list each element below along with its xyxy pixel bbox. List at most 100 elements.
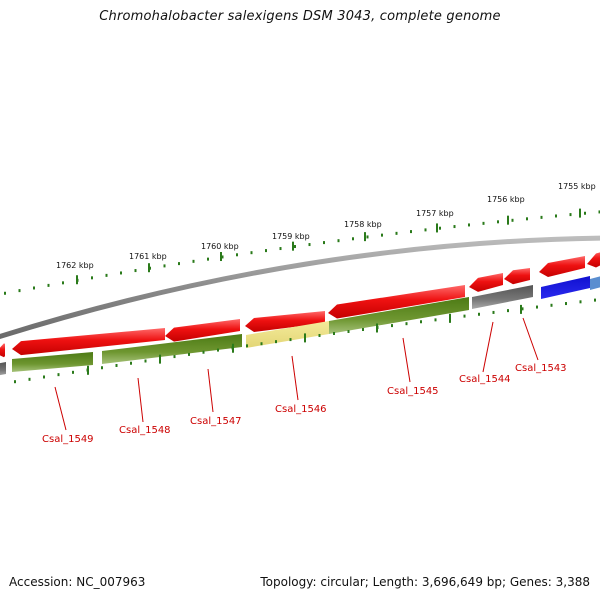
minor-tick [453, 225, 456, 229]
minor-tick [120, 271, 122, 275]
major-tick [148, 263, 150, 273]
minor-tick [362, 328, 364, 332]
minor-tick [565, 302, 567, 306]
minor-tick [130, 361, 132, 365]
minor-tick [43, 375, 45, 379]
major-tick [507, 215, 509, 225]
minor-tick [434, 318, 437, 322]
minor-tick [492, 310, 495, 314]
major-tick [579, 208, 581, 218]
minor-tick [594, 298, 596, 302]
minor-tick [352, 237, 354, 241]
minor-tick [439, 226, 441, 230]
minor-tick [279, 247, 282, 251]
minor-tick [424, 228, 427, 232]
gene-label[interactable]: Csal_1545 [387, 386, 439, 397]
minor-tick [308, 243, 311, 247]
cds-arrow[interactable] [245, 311, 325, 332]
minor-tick [366, 235, 369, 239]
gene-label[interactable]: Csal_1548 [119, 425, 171, 436]
minor-tick [246, 344, 248, 348]
feature-bar-green[interactable] [102, 334, 242, 364]
kbp-label: 1758 kbp [344, 220, 382, 229]
minor-tick [260, 342, 263, 346]
cds-arrow[interactable] [504, 268, 530, 285]
minor-tick [405, 322, 408, 326]
kbp-label: 1759 kbp [272, 232, 310, 241]
cds-arrow[interactable] [539, 256, 585, 278]
major-tick [76, 275, 78, 285]
minor-tick [540, 215, 543, 219]
gene-label-group: Csal_1543 Csal_1544 Csal_1545 Csal_1546 Csal… [42, 363, 567, 445]
genome-summary-text: Topology: circular; Length: 3,696,649 bp… [260, 575, 590, 589]
minor-tick [134, 269, 137, 273]
major-tick [159, 354, 161, 364]
genome-backbone [0, 235, 600, 340]
feature-bar-green[interactable] [12, 352, 93, 372]
minor-tick [391, 324, 393, 328]
feature-bar-green[interactable] [329, 297, 469, 334]
minor-tick [202, 350, 205, 354]
minor-tick [221, 255, 224, 259]
gene-label[interactable]: Csal_1546 [275, 404, 327, 415]
kbp-label: 1756 kbp [487, 195, 525, 204]
gene-label-leaders [54, 317, 539, 431]
minor-tick [478, 312, 480, 316]
cds-arrow[interactable] [328, 285, 465, 319]
minor-tick [347, 329, 350, 333]
minor-tick [289, 338, 292, 342]
minor-tick [507, 309, 509, 313]
minor-tick [468, 223, 470, 227]
cds-arrow[interactable] [165, 319, 240, 342]
minor-tick [420, 320, 422, 324]
kbp-label-group: 1755 kbp 1756 kbp 1757 kbp 1758 kbp 1759 kbp… [56, 182, 596, 270]
minor-tick [163, 264, 166, 268]
feature-bar-yellow[interactable] [246, 321, 329, 348]
minor-tick [318, 334, 321, 338]
minor-tick [337, 239, 340, 243]
minor-tick [178, 262, 180, 266]
gene-label[interactable]: Csal_1547 [190, 416, 242, 427]
minor-tick [463, 314, 466, 318]
feature-bar-gray[interactable] [0, 362, 6, 376]
minor-tick [72, 370, 74, 374]
minor-tick [236, 253, 238, 257]
minor-tick [57, 373, 60, 377]
major-tick [292, 241, 294, 251]
feature-bar-blue[interactable] [590, 275, 600, 290]
accession-text: Accession: NC_007963 [9, 575, 146, 589]
minor-tick [144, 359, 147, 363]
major-tick [376, 323, 378, 333]
gene-leader-line [291, 355, 299, 401]
minor-tick [188, 352, 190, 356]
genome-title: Chromohalobacter salexigens DSM 3043, co… [99, 9, 501, 24]
gene-leader-line [402, 337, 411, 383]
minor-tick [14, 380, 16, 384]
gene-label[interactable]: Csal_1543 [515, 363, 567, 374]
gene-label[interactable]: Csal_1544 [459, 374, 511, 385]
major-tick [220, 252, 222, 262]
minor-tick [579, 300, 582, 304]
cds-arrow[interactable] [12, 328, 165, 356]
kbp-label: 1762 kbp [56, 261, 94, 270]
minor-tick [584, 211, 586, 215]
minor-tick [536, 305, 538, 309]
gene-leader-line [482, 321, 494, 373]
minor-tick [47, 283, 50, 287]
gene-label[interactable]: Csal_1549 [42, 434, 94, 445]
feature-bar-gray[interactable] [472, 285, 533, 309]
minor-tick [28, 377, 31, 381]
minor-tick [192, 259, 195, 263]
minor-tick [598, 210, 600, 214]
feature-bar-blue[interactable] [541, 276, 590, 299]
cds-arrow[interactable] [0, 343, 5, 358]
cds-arrow[interactable] [469, 273, 503, 292]
minor-tick [569, 213, 572, 217]
minor-tick [526, 217, 528, 221]
cds-arrow[interactable] [587, 251, 600, 268]
gene-leader-line [54, 386, 67, 431]
minor-tick [207, 257, 209, 261]
minor-tick [173, 355, 176, 359]
minor-tick [395, 231, 398, 235]
